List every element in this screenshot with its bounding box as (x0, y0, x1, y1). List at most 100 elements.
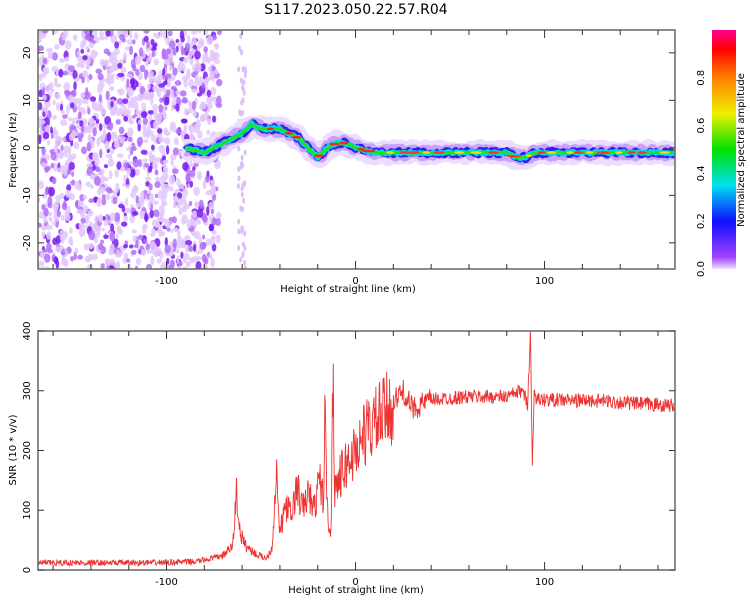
noise-blob (193, 162, 199, 168)
noise-blob (46, 47, 53, 53)
noise-blob (62, 114, 68, 119)
noise-blob (99, 148, 103, 159)
noise-blob (206, 89, 212, 98)
x-tick-label: 0 (352, 577, 358, 588)
noise-blob (143, 238, 148, 244)
noise-blob (116, 153, 124, 159)
noise-blob (202, 234, 206, 240)
noise-blob (210, 86, 217, 96)
noise-blob (194, 50, 201, 60)
noise-blob (206, 205, 210, 216)
noise-blob (140, 249, 147, 256)
noise-blob (195, 218, 201, 224)
noise-blob (42, 111, 46, 118)
noise-blob (212, 52, 219, 60)
ridge-peak (361, 149, 376, 153)
noise-blob (194, 74, 199, 81)
noise-blob (183, 56, 189, 64)
noise-blob (82, 55, 88, 61)
noise-blob (192, 41, 197, 46)
noise-blob (175, 248, 180, 254)
noise-blob (41, 146, 46, 156)
noise-blob (123, 244, 129, 249)
noise-blob (106, 132, 112, 142)
noise-blob (128, 264, 132, 269)
noise-blob (189, 162, 194, 167)
noise-blob (88, 117, 95, 126)
noise-blob (132, 211, 139, 216)
noise-blob (161, 200, 168, 207)
ridge-peak (386, 151, 395, 154)
noise-blob (125, 207, 130, 213)
noise-blob (162, 113, 167, 120)
noise-blob (88, 136, 93, 143)
x-tick-label: 100 (535, 577, 554, 588)
noise-blob (135, 168, 140, 176)
noise-blob (49, 126, 54, 134)
noise-blob (52, 115, 58, 120)
noise-blob (127, 154, 131, 160)
noise-blob (62, 70, 69, 76)
noise-blob (76, 50, 81, 56)
noise-blob (86, 141, 92, 152)
noise-blob (51, 65, 59, 72)
noise-blob (205, 95, 213, 105)
noise-blob (91, 138, 95, 149)
noise-blob (191, 30, 198, 35)
noise-blob (195, 260, 202, 269)
noise-blob (39, 119, 46, 125)
noise-blob (108, 56, 116, 64)
noise-blob (135, 110, 143, 117)
ridge-peak (566, 151, 574, 154)
x-tick-label: 100 (535, 276, 554, 287)
colorbar-tick-label: 0.4 (696, 165, 707, 181)
noise-blob (147, 110, 155, 115)
noise-blob (69, 239, 73, 246)
noise-blob (110, 212, 116, 222)
noise-blob (72, 69, 78, 80)
noise-blob (117, 62, 123, 69)
noise-blob (156, 128, 163, 134)
noise-blob (154, 176, 160, 182)
noise-blob (73, 141, 80, 150)
noise-blob (73, 81, 77, 91)
noise-blob (97, 243, 104, 251)
ridge-peak (339, 141, 349, 145)
ridge-peak (433, 151, 445, 154)
ridge-peak (329, 142, 340, 146)
noise-blob (105, 90, 110, 101)
noise-blob (217, 30, 222, 36)
noise-blob (169, 241, 173, 247)
noise-blob (149, 209, 154, 219)
noise-blob (132, 235, 137, 242)
noise-blob (70, 153, 77, 160)
noise-blob (98, 93, 102, 103)
noise-blob (176, 242, 182, 249)
noise-blob (126, 131, 133, 137)
noise-blob (58, 57, 65, 64)
noise-blob (175, 103, 180, 112)
noise-blob (118, 126, 125, 135)
noise-blob (106, 51, 112, 56)
noise-blob (43, 248, 48, 253)
noise-blob (153, 200, 159, 206)
noise-blob (78, 184, 82, 191)
noise-blob (38, 45, 45, 52)
noise-blob (202, 179, 207, 190)
ridge-peak (291, 135, 303, 139)
noise-blob (56, 135, 62, 142)
noise-blob (114, 135, 121, 140)
noise-blob (188, 107, 193, 114)
noise-blob (73, 100, 77, 108)
noise-blob (51, 221, 57, 226)
noise-blob (60, 119, 68, 127)
noise-blob (164, 219, 172, 229)
noise-blob (128, 160, 134, 166)
noise-blob (55, 102, 61, 112)
noise-blob (64, 40, 72, 50)
noise-blob (68, 161, 75, 171)
noise-blob (126, 39, 134, 45)
noise-blob (133, 32, 139, 40)
ridge-peak (574, 151, 584, 154)
noise-blob (148, 70, 154, 78)
